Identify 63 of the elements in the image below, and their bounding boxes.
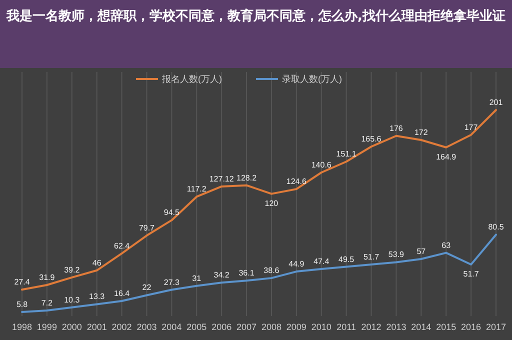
data-label: 44.9 — [288, 260, 305, 269]
data-label: 128.2 — [236, 173, 258, 182]
data-label: 51.7 — [463, 270, 480, 278]
x-tick-label: 1998 — [12, 322, 32, 332]
data-label: 164.9 — [436, 152, 457, 162]
legend-label: 报名人数(万人) — [161, 74, 222, 84]
data-label: 63 — [442, 240, 452, 250]
data-label: 46 — [92, 258, 102, 268]
data-label: 80.5 — [488, 222, 504, 232]
data-label: 57 — [416, 247, 426, 256]
data-label: 140.6 — [311, 160, 332, 170]
x-tick-label: 2008 — [261, 322, 282, 332]
data-label: 16.4 — [114, 289, 130, 298]
data-label: 79.7 — [138, 224, 156, 233]
data-label: 165.6 — [361, 134, 382, 144]
data-label: 201 — [489, 98, 504, 107]
x-tick-label: 2014 — [411, 322, 432, 332]
x-tick-label: 2005 — [186, 322, 207, 332]
x-tick-label: 2012 — [361, 322, 382, 332]
data-label: 27.3 — [164, 278, 180, 287]
data-label: 53.9 — [388, 250, 405, 260]
data-label: 47.4 — [314, 256, 330, 266]
data-label: 38.6 — [264, 266, 280, 276]
data-label: 62.4 — [114, 241, 130, 250]
legend-label: 录取人数(万人) — [282, 74, 342, 84]
data-label: 49.5 — [338, 254, 355, 264]
x-tick-label: 2007 — [236, 322, 257, 332]
data-label: 172 — [414, 128, 428, 138]
data-label: 124.6 — [286, 177, 307, 186]
x-tick-label: 2001 — [86, 322, 107, 332]
x-tick-label: 2002 — [112, 322, 132, 332]
data-label: 13.3 — [89, 292, 106, 302]
x-tick-label: 2006 — [212, 322, 232, 332]
data-label: 127.12 — [209, 174, 234, 184]
x-tick-label: 2011 — [336, 322, 356, 332]
x-tick-label: 2016 — [461, 322, 482, 332]
data-label: 177 — [464, 122, 478, 132]
x-tick-label: 2004 — [162, 322, 182, 332]
x-tick-label: 2013 — [386, 322, 406, 332]
chart-title: 我是一名教师，想辞职，学校不同意，教育局不同意，怎么办,找什么理由拒绝拿毕业证 — [6, 8, 506, 26]
data-label: 27.4 — [14, 278, 30, 287]
data-label: 31 — [192, 274, 202, 283]
data-label: 34.2 — [214, 270, 230, 280]
x-tick-label: 2003 — [136, 322, 157, 332]
x-tick-label: 2017 — [486, 322, 506, 332]
x-tick-label: 2010 — [311, 322, 332, 332]
data-label: 94.5 — [164, 208, 180, 218]
x-tick-label: 2009 — [286, 322, 306, 332]
data-label: 151.1 — [336, 150, 357, 159]
data-label: 7.2 — [41, 298, 54, 308]
data-label: 39.2 — [64, 265, 80, 274]
x-tick-label: 1999 — [36, 322, 57, 332]
data-label: 176 — [390, 124, 404, 133]
x-tick-label: 2015 — [436, 322, 456, 332]
data-label: 36.1 — [238, 268, 255, 278]
data-label: 31.9 — [39, 272, 56, 282]
data-label: 117.2 — [186, 184, 207, 194]
data-label: 5.8 — [16, 300, 28, 309]
data-label: 10.3 — [64, 295, 80, 304]
data-label: 51.7 — [363, 252, 380, 262]
data-label: 120 — [264, 198, 279, 208]
x-tick-label: 2000 — [62, 322, 82, 332]
data-label: 22 — [142, 283, 152, 292]
